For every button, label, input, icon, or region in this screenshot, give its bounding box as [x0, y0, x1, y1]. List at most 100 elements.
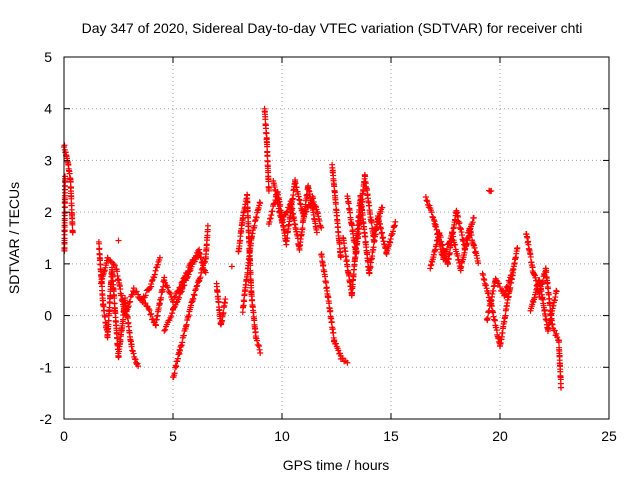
data-point — [368, 219, 375, 226]
x-tick-labels: 0 5 10 15 20 25 — [60, 428, 617, 444]
data-point — [104, 334, 111, 341]
data-point — [161, 327, 168, 334]
data-point — [192, 286, 199, 293]
y-tick-label: -2 — [40, 411, 53, 427]
data-point — [154, 261, 161, 268]
data-point — [181, 282, 188, 289]
data-point — [194, 282, 201, 289]
data-point — [294, 235, 301, 242]
data-point — [151, 274, 158, 281]
data-point — [379, 204, 386, 211]
data-point — [553, 330, 560, 337]
data-point — [97, 255, 104, 262]
data-point — [135, 363, 142, 370]
data-point — [495, 280, 502, 287]
data-point — [188, 263, 195, 270]
data-point — [379, 229, 386, 236]
data-point — [255, 341, 262, 348]
x-tick-label: 15 — [383, 428, 399, 444]
x-tick-label: 0 — [60, 428, 68, 444]
data-point — [122, 311, 129, 318]
data-point — [299, 225, 306, 232]
data-point — [488, 187, 495, 194]
data-point — [355, 230, 362, 237]
data-point — [279, 218, 285, 225]
y-tick-label: -1 — [40, 359, 53, 375]
data-point — [125, 303, 132, 310]
data-point — [504, 283, 511, 290]
data-point — [508, 271, 515, 278]
data-point — [484, 315, 491, 322]
data-point — [284, 208, 291, 215]
data-point — [343, 253, 350, 260]
data-point — [123, 307, 130, 314]
data-point — [424, 198, 431, 205]
data-point — [124, 315, 131, 322]
data-point — [162, 279, 169, 286]
data-point — [249, 296, 256, 303]
data-point — [555, 339, 562, 346]
data-point — [327, 307, 334, 314]
data-point — [96, 245, 103, 252]
data-point — [423, 197, 430, 204]
data-point — [486, 308, 493, 315]
data-point — [497, 284, 503, 291]
data-point — [323, 279, 330, 286]
data-point — [142, 292, 149, 299]
data-point — [172, 293, 179, 300]
data-point — [148, 278, 155, 285]
data-point — [177, 289, 184, 296]
data-point — [241, 298, 248, 305]
data-point — [353, 248, 360, 255]
data-point — [146, 307, 153, 314]
data-point — [169, 310, 176, 317]
data-point — [114, 335, 121, 342]
data-point — [126, 299, 133, 306]
data-point — [220, 309, 227, 316]
data-point — [527, 253, 534, 260]
data-point — [470, 214, 477, 221]
data-point — [265, 187, 272, 194]
y-tick-label: 3 — [44, 152, 52, 168]
data-point — [255, 343, 262, 350]
data-point — [501, 292, 508, 299]
data-point — [198, 254, 205, 261]
data-point — [190, 291, 197, 298]
x-tick-label: 5 — [169, 428, 177, 444]
data-point — [313, 229, 320, 236]
data-point — [529, 264, 536, 271]
data-point — [344, 359, 351, 366]
data-point — [168, 313, 175, 320]
data-point — [333, 207, 340, 214]
data-point — [362, 233, 369, 240]
chart-title: Day 347 of 2020, Sidereal Day-to-day VTE… — [82, 20, 583, 36]
y-tick-label: 2 — [44, 204, 52, 220]
data-point — [151, 271, 158, 278]
data-point — [222, 296, 229, 303]
data-point — [318, 224, 325, 231]
data-point — [115, 237, 122, 244]
x-tick-label: 25 — [601, 428, 617, 444]
data-point — [252, 334, 259, 341]
data-point — [129, 347, 136, 354]
data-point — [191, 258, 198, 265]
data-point — [162, 326, 169, 333]
data-point — [202, 269, 209, 276]
data-point — [127, 298, 134, 305]
data-point — [275, 200, 282, 207]
data-point — [345, 200, 352, 207]
data-point — [347, 209, 354, 216]
data-point — [190, 259, 197, 266]
data-point — [179, 278, 186, 285]
data-point — [502, 291, 509, 298]
data-point — [253, 214, 260, 221]
data-point — [362, 173, 369, 180]
data-point — [269, 208, 276, 215]
data-point — [190, 295, 197, 302]
data-point — [342, 248, 349, 255]
y-tick-label: 1 — [44, 256, 52, 272]
data-point — [510, 265, 517, 272]
data-point — [377, 225, 384, 232]
y-tick-label: 4 — [44, 101, 52, 117]
